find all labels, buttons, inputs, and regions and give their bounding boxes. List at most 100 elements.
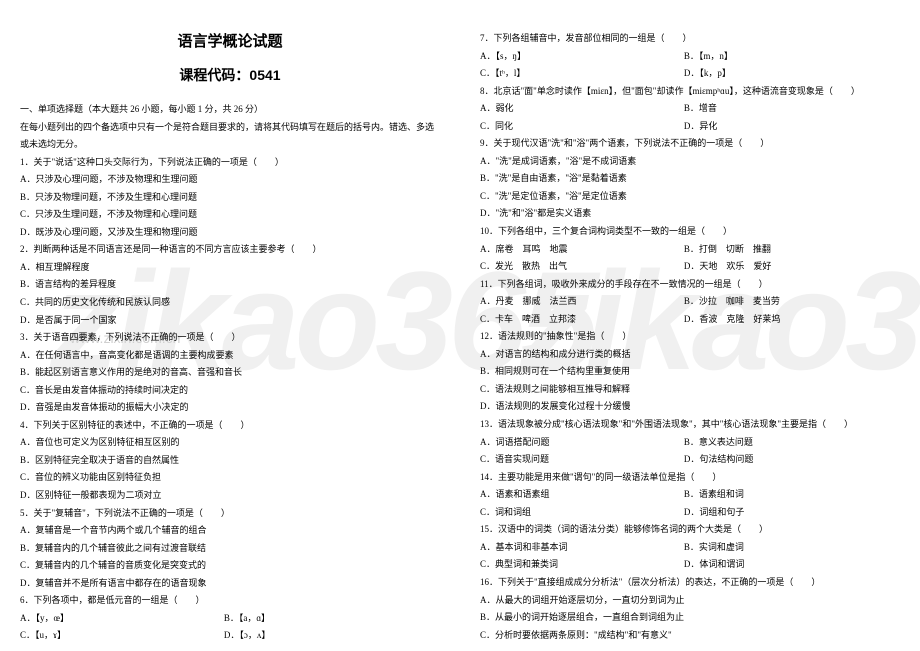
q2-opt-b: B．语言结构的差异程度 bbox=[20, 276, 440, 294]
doc-title: 语言学概论试题 bbox=[20, 30, 440, 51]
q7-opt-c: C．【tʰ，l】 bbox=[480, 65, 682, 83]
q15: 15．汉语中的词类（词的语法分类）能够修饰名词的两个大类是（ ） bbox=[480, 521, 900, 539]
q7-row-ab: A．【s，ŋ】 B．【m，n】 bbox=[480, 48, 900, 66]
section-1-heading: 一、单项选择题（本大题共 26 小题，每小题 1 分，共 26 分） bbox=[20, 101, 440, 119]
q3-opt-a: A．在任何语言中，音高变化都是语调的主要构成要素 bbox=[20, 347, 440, 365]
q2: 2．判断两种话是不同语言还是同一种语言的不同方言应该主要参考（ ） bbox=[20, 241, 440, 259]
q3-opt-c: C．音长是由发音体振动的持续时间决定的 bbox=[20, 382, 440, 400]
q3-opt-d: D．音强是由发音体振动的振幅大小决定的 bbox=[20, 399, 440, 417]
q15-opt-c: C．典型词和兼类词 bbox=[480, 556, 682, 574]
q11-row-cd: C．卡车 啤酒 立邦漆 D．香波 克隆 好莱坞 bbox=[480, 311, 900, 329]
q7-opt-d: D．【k，p】 bbox=[684, 65, 886, 83]
q8-opt-c: C．同化 bbox=[480, 118, 682, 136]
q11-opt-d: D．香波 克隆 好莱坞 bbox=[684, 311, 886, 329]
q6-opt-b: B．【a，ɑ】 bbox=[224, 610, 426, 628]
q7-opt-b: B．【m，n】 bbox=[684, 48, 886, 66]
q8-opt-b: B．增音 bbox=[684, 100, 886, 118]
q5-opt-a: A．复辅音是一个音节内两个或几个辅音的组合 bbox=[20, 522, 440, 540]
q13: 13．语法现象被分成"核心语法现象"和"外围语法现象"，其中"核心语法现象"主要… bbox=[480, 416, 900, 434]
q12-opt-c: C．语法规则之间能够相互推导和解释 bbox=[480, 381, 900, 399]
q1-opt-b: B．只涉及物理问题，不涉及生理和心理问题 bbox=[20, 189, 440, 207]
q6: 6．下列各项中，都是低元音的一组是（ ） bbox=[20, 592, 440, 610]
q11-opt-b: B．沙拉 咖啡 麦当劳 bbox=[684, 293, 886, 311]
q11-opt-a: A．丹麦 挪威 法兰西 bbox=[480, 293, 682, 311]
q10-row-cd: C．发光 散热 出气 D．天地 欢乐 爱好 bbox=[480, 258, 900, 276]
q16: 16．下列关于"直接组成成分分析法"（层次分析法）的表达，不正确的一项是（ ） bbox=[480, 574, 900, 592]
q6-row-ab: A．【y，œ】 B．【a，ɑ】 bbox=[20, 610, 440, 628]
q1-opt-c: C．只涉及生理问题，不涉及物理和心理问题 bbox=[20, 206, 440, 224]
q14-opt-b: B．语素组和词 bbox=[684, 486, 886, 504]
q16-opt-a: A．从最大的词组开始逐层切分，一直切分到词为止 bbox=[480, 592, 900, 610]
q6-opt-c: C．【u，ɤ】 bbox=[20, 627, 222, 645]
q10-opt-c: C．发光 散热 出气 bbox=[480, 258, 682, 276]
q13-opt-d: D．句法结构问题 bbox=[684, 451, 886, 469]
q15-opt-b: B．实词和虚词 bbox=[684, 539, 886, 557]
q11-row-ab: A．丹麦 挪威 法兰西 B．沙拉 咖啡 麦当劳 bbox=[480, 293, 900, 311]
q6-opt-d: D．【ɔ，ʌ】 bbox=[224, 627, 426, 645]
section-1-instruction: 在每小题列出的四个备选项中只有一个是符合题目要求的，请将其代码填写在题后的括号内… bbox=[20, 119, 440, 154]
subtitle-prefix: 课程代码： bbox=[179, 67, 249, 83]
q15-row-cd: C．典型词和兼类词 D．体词和谓词 bbox=[480, 556, 900, 574]
q8: 8．北京话"面"单念时读作【miɛn】，但"面包"却读作【miɛmpʰɑu】，这… bbox=[480, 83, 900, 101]
q4-opt-c: C．音位的辨义功能由区别特征负担 bbox=[20, 469, 440, 487]
q7-opt-a: A．【s，ŋ】 bbox=[480, 48, 682, 66]
q5: 5．关于"复辅音"，下列说法不正确的一项是（ ） bbox=[20, 505, 440, 523]
subtitle-code: 0541 bbox=[249, 67, 280, 83]
doc-subtitle: 课程代码：0541 bbox=[20, 65, 440, 85]
q8-row-cd: C．同化 D．异化 bbox=[480, 118, 900, 136]
q9: 9．关于现代汉语"洗"和"浴"两个语素，下列说法不正确的一项是（ ） bbox=[480, 135, 900, 153]
q3-opt-b: B．能起区别语言意义作用的是绝对的音高、音强和音长 bbox=[20, 364, 440, 382]
q7: 7．下列各组辅音中，发音部位相同的一组是（ ） bbox=[480, 30, 900, 48]
q11-opt-c: C．卡车 啤酒 立邦漆 bbox=[480, 311, 682, 329]
q13-row-ab: A．词语搭配问题 B．意义表达问题 bbox=[480, 434, 900, 452]
q10: 10．下列各组中，三个复合词构词类型不一致的一组是（ ） bbox=[480, 223, 900, 241]
q4-opt-b: B．区别特征完全取决于语音的自然属性 bbox=[20, 452, 440, 470]
q6-row-cd: C．【u，ɤ】 D．【ɔ，ʌ】 bbox=[20, 627, 440, 645]
q14-opt-a: A．语素和语素组 bbox=[480, 486, 682, 504]
q12-opt-b: B．相同规则可在一个结构里重复使用 bbox=[480, 363, 900, 381]
q8-opt-d: D．异化 bbox=[684, 118, 886, 136]
q15-opt-a: A．基本词和非基本词 bbox=[480, 539, 682, 557]
q3: 3．关于语音四要素，下列说法不正确的一项是（ ） bbox=[20, 329, 440, 347]
q2-opt-c: C．共同的历史文化传统和民族认同感 bbox=[20, 294, 440, 312]
q12: 12．语法规则的"抽象性"是指（ ） bbox=[480, 328, 900, 346]
q10-opt-a: A．席卷 耳鸣 地震 bbox=[480, 241, 682, 259]
q4-opt-d: D．区别特征一般都表现为二项对立 bbox=[20, 487, 440, 505]
q10-opt-b: B．打倒 切断 推翻 bbox=[684, 241, 886, 259]
q5-opt-d: D．复辅音并不是所有语言中都存在的语音现象 bbox=[20, 575, 440, 593]
q15-opt-d: D．体词和谓词 bbox=[684, 556, 886, 574]
page-left: 语言学概论试题 课程代码：0541 一、单项选择题（本大题共 26 小题，每小题… bbox=[0, 0, 460, 651]
q6-opt-a: A．【y，œ】 bbox=[20, 610, 222, 628]
q8-opt-a: A．弱化 bbox=[480, 100, 682, 118]
q5-opt-c: C．复辅音内的几个辅音的音质变化是突变式的 bbox=[20, 557, 440, 575]
q10-row-ab: A．席卷 耳鸣 地震 B．打倒 切断 推翻 bbox=[480, 241, 900, 259]
q15-row-ab: A．基本词和非基本词 B．实词和虚词 bbox=[480, 539, 900, 557]
q16-opt-b: B．从最小的词开始逐层组合，一直组合到词组为止 bbox=[480, 609, 900, 627]
q2-opt-a: A．相互理解程度 bbox=[20, 259, 440, 277]
q14-row-ab: A．语素和语素组 B．语素组和词 bbox=[480, 486, 900, 504]
q12-opt-d: D．语法规则的发展变化过程十分缓慢 bbox=[480, 398, 900, 416]
q9-opt-c: C．"洗"是定位语素，"浴"是定位语素 bbox=[480, 188, 900, 206]
q4-opt-a: A．音位也可定义为区别特征相互区别的 bbox=[20, 434, 440, 452]
q14-opt-c: C．词和词组 bbox=[480, 504, 682, 522]
q11: 11．下列各组词，吸收外来成分的手段存在不一致情况的一组是（ ） bbox=[480, 276, 900, 294]
q12-opt-a: A．对语言的结构和成分进行类的概括 bbox=[480, 346, 900, 364]
q14: 14．主要功能是用来做"谓句"的同一级语法单位是指（ ） bbox=[480, 469, 900, 487]
q16-opt-c: C．分析时要依据两条原则："成结构"和"有意义" bbox=[480, 627, 900, 645]
q7-row-cd: C．【tʰ，l】 D．【k，p】 bbox=[480, 65, 900, 83]
q1: 1．关于"说话"这种口头交际行为，下列说法正确的一项是（ ） bbox=[20, 154, 440, 172]
q13-opt-a: A．词语搭配问题 bbox=[480, 434, 682, 452]
q9-opt-b: B．"洗"是自由语素，"浴"是黏着语素 bbox=[480, 170, 900, 188]
q13-opt-c: C．语音实现问题 bbox=[480, 451, 682, 469]
page-right: 7．下列各组辅音中，发音部位相同的一组是（ ） A．【s，ŋ】 B．【m，n】 … bbox=[460, 0, 920, 651]
q2-opt-d: D．是否属于同一个国家 bbox=[20, 312, 440, 330]
q14-row-cd: C．词和词组 D．词组和句子 bbox=[480, 504, 900, 522]
q1-opt-a: A．只涉及心理问题，不涉及物理和生理问题 bbox=[20, 171, 440, 189]
q14-opt-d: D．词组和句子 bbox=[684, 504, 886, 522]
q10-opt-d: D．天地 欢乐 爱好 bbox=[684, 258, 886, 276]
q4: 4．下列关于区别特征的表述中，不正确的一项是（ ） bbox=[20, 417, 440, 435]
q8-row-ab: A．弱化 B．增音 bbox=[480, 100, 900, 118]
q1-opt-d: D．既涉及心理问题，又涉及生理和物理问题 bbox=[20, 224, 440, 242]
q13-opt-b: B．意义表达问题 bbox=[684, 434, 886, 452]
q13-row-cd: C．语音实现问题 D．句法结构问题 bbox=[480, 451, 900, 469]
